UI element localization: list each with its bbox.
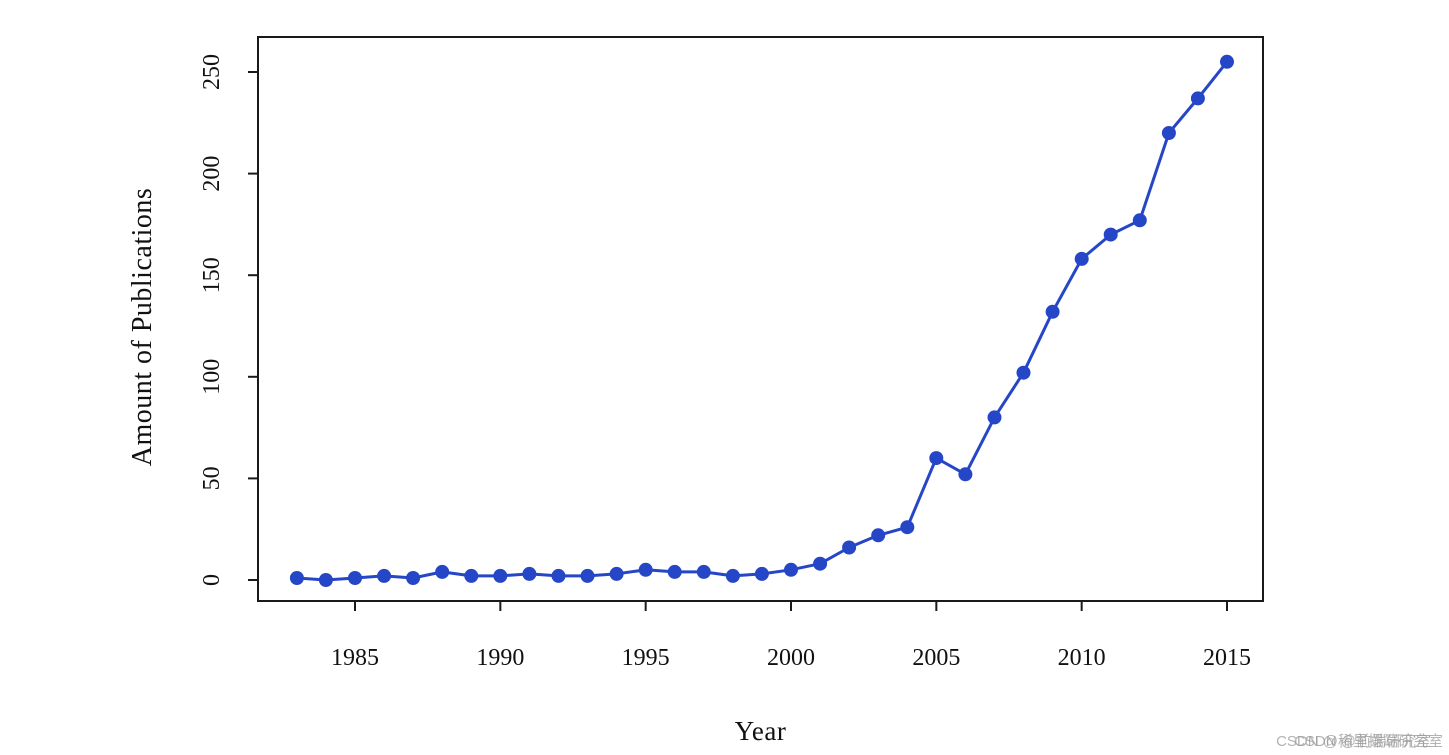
data-point bbox=[725, 568, 740, 583]
y-axis-tick-label: 150 bbox=[199, 257, 225, 293]
data-point bbox=[1132, 213, 1147, 228]
data-point bbox=[1045, 304, 1060, 319]
data-point bbox=[842, 540, 857, 555]
data-point bbox=[871, 528, 886, 543]
y-axis-tick-label: 0 bbox=[199, 574, 225, 586]
data-point bbox=[348, 571, 362, 585]
data-point bbox=[435, 564, 450, 579]
data-point bbox=[1190, 91, 1205, 106]
data-point bbox=[1074, 251, 1089, 266]
x-axis-tick-label: 2015 bbox=[1203, 645, 1251, 671]
data-point bbox=[406, 571, 421, 585]
data-point bbox=[464, 568, 479, 583]
data-point bbox=[900, 520, 915, 535]
y-axis-title: Amount of Publications bbox=[127, 187, 158, 467]
x-axis-tick-label: 1985 bbox=[331, 645, 379, 671]
data-point bbox=[580, 568, 595, 583]
data-point bbox=[784, 562, 798, 577]
data-point bbox=[958, 467, 973, 482]
data-point bbox=[696, 564, 711, 579]
data-point bbox=[667, 564, 682, 579]
y-axis-tick-label: 50 bbox=[199, 466, 225, 490]
data-point bbox=[638, 562, 653, 577]
data-point bbox=[493, 568, 508, 583]
data-point bbox=[1103, 227, 1118, 242]
data-point bbox=[551, 568, 566, 583]
x-axis-title: Year bbox=[734, 716, 787, 746]
data-line bbox=[295, 60, 1229, 582]
x-axis-tick-label: 2000 bbox=[767, 645, 815, 671]
data-point bbox=[289, 571, 304, 585]
data-point bbox=[987, 410, 1002, 425]
data-point bbox=[813, 556, 828, 571]
x-axis-tick-label: 1990 bbox=[476, 645, 524, 671]
data-point bbox=[522, 566, 537, 581]
data-point bbox=[318, 573, 333, 587]
x-axis-tick-label: 2010 bbox=[1058, 645, 1106, 671]
data-point bbox=[929, 451, 944, 466]
data-point bbox=[609, 566, 624, 581]
y-axis-tick-label: 100 bbox=[199, 359, 225, 395]
x-axis-tick-label: 2005 bbox=[912, 645, 960, 671]
data-point bbox=[754, 566, 769, 581]
x-axis-tick-label: 1995 bbox=[622, 645, 670, 671]
y-axis-tick-label: 200 bbox=[199, 156, 225, 192]
data-point bbox=[377, 568, 392, 583]
data-point bbox=[1220, 54, 1234, 69]
plot-frame bbox=[257, 36, 1264, 602]
data-point bbox=[1161, 126, 1176, 140]
data-point bbox=[1016, 365, 1031, 380]
y-axis-tick-label: 250 bbox=[199, 54, 225, 90]
